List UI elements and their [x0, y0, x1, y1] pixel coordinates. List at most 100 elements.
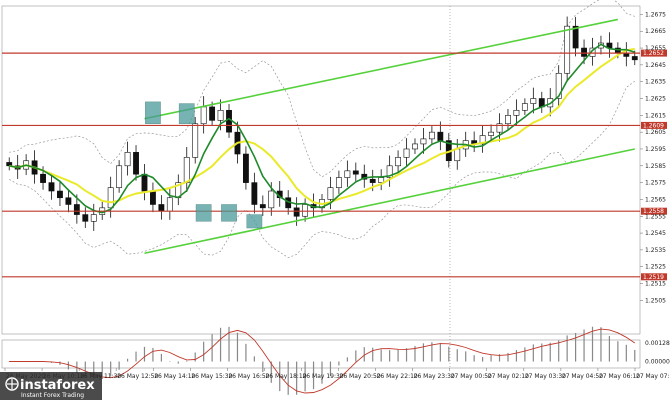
level-tag — [641, 121, 667, 129]
time-tick-label: 26 May 12:50 — [117, 373, 158, 380]
candle — [251, 172, 258, 214]
histogram-bar — [329, 361, 332, 377]
candle-body — [166, 197, 173, 212]
candle-body — [141, 173, 148, 192]
candle-body — [124, 152, 131, 167]
histogram-bar — [355, 350, 357, 362]
candle-body — [116, 165, 123, 188]
histogram-bar — [608, 336, 611, 362]
indicator-tick-label: 0.00128 — [645, 340, 670, 347]
price-panel-frame — [1, 5, 641, 335]
level-label: 1.2652 — [643, 50, 664, 57]
histogram-bar — [532, 344, 534, 362]
candle-body — [420, 138, 427, 145]
histogram-bar — [110, 361, 112, 377]
histogram-bar — [101, 361, 103, 380]
candle — [623, 42, 630, 67]
candle — [73, 194, 80, 224]
candle-body — [555, 72, 562, 99]
candle — [386, 155, 393, 187]
logo-tagline: Instant Forex Trading — [21, 392, 84, 399]
candle — [589, 37, 596, 66]
histogram-bar — [363, 347, 365, 362]
histogram-bar — [591, 326, 594, 362]
histogram-bar — [507, 352, 509, 362]
candle — [302, 198, 309, 222]
histogram-bar — [270, 361, 272, 383]
candle — [116, 160, 123, 193]
highlight-box — [145, 101, 161, 124]
time-tick-label: 26 May 14:10 — [154, 373, 195, 380]
candle-body — [268, 190, 275, 209]
histogram-bar — [228, 326, 230, 362]
price-tick-label: 1.2615 — [645, 112, 666, 119]
histogram-bar — [448, 346, 450, 362]
histogram-bar — [558, 340, 560, 362]
candle-body — [133, 152, 139, 175]
price-tick-label: 1.2535 — [645, 247, 666, 254]
candle — [48, 172, 55, 200]
histogram-bar — [262, 361, 264, 372]
bollinger-bands — [9, 0, 636, 258]
candle — [361, 164, 368, 188]
histogram-bar — [219, 327, 222, 362]
candle — [564, 16, 571, 82]
candle-body — [344, 170, 351, 178]
histogram-bar — [372, 347, 374, 362]
price-tick-label: 1.2655 — [645, 45, 666, 52]
histogram-bar — [490, 355, 492, 362]
histogram-bar — [118, 361, 120, 370]
candle — [403, 138, 410, 168]
candle — [175, 174, 182, 206]
candle-body — [192, 123, 199, 158]
histogram-bar — [67, 361, 69, 370]
macd-panel-frame — [1, 339, 641, 369]
candle-body — [513, 109, 520, 116]
histogram-bar — [422, 343, 425, 362]
level-tag — [641, 49, 667, 57]
candle — [496, 113, 503, 142]
time-tick-label: 27 May 03:30 — [525, 373, 566, 380]
histogram-bar — [126, 358, 129, 362]
candle — [530, 87, 537, 114]
histogram-bar — [380, 349, 382, 362]
time-tick-label: 26 May 18:10 — [265, 373, 306, 380]
channel-lower-line — [144, 148, 635, 255]
histogram-bar — [583, 329, 585, 362]
histogram-bar — [59, 361, 61, 365]
highlight-box — [246, 214, 263, 229]
candle — [395, 150, 402, 173]
price-tick-label: 1.2555 — [645, 213, 666, 220]
histogram-bar — [135, 351, 137, 362]
histogram-bar — [473, 355, 475, 362]
candle-body — [150, 190, 156, 205]
candle — [158, 195, 165, 220]
candle-body — [293, 207, 300, 217]
candle — [479, 125, 486, 153]
candle — [183, 146, 190, 192]
logo-name: instaforex — [20, 378, 95, 393]
histogram-bar — [312, 361, 315, 390]
price-tick-label: 1.2525 — [645, 264, 666, 271]
histogram-bar — [498, 354, 501, 362]
histogram-bar — [93, 361, 95, 379]
price-tick-label: 1.2635 — [645, 79, 666, 86]
candle-body — [40, 173, 46, 183]
price-tick-label: 1.2675 — [645, 11, 666, 18]
histogram-bar — [143, 346, 146, 362]
histogram-bar — [321, 361, 323, 384]
histogram-bar — [160, 353, 162, 362]
level-label: 1.2558 — [643, 208, 664, 215]
candle-body — [386, 165, 393, 178]
histogram-bar — [566, 335, 568, 362]
candle-body — [412, 143, 418, 150]
candle — [378, 169, 385, 191]
candle-body — [479, 135, 486, 145]
time-tick-label: 27 May 04:50 — [562, 373, 603, 380]
candle — [209, 101, 216, 126]
macd-panel: 0.00128 0.00000 — [8, 326, 670, 395]
candle-body — [369, 178, 376, 183]
price-tick-label: 1.2565 — [645, 196, 666, 203]
histogram-bar — [338, 361, 340, 366]
